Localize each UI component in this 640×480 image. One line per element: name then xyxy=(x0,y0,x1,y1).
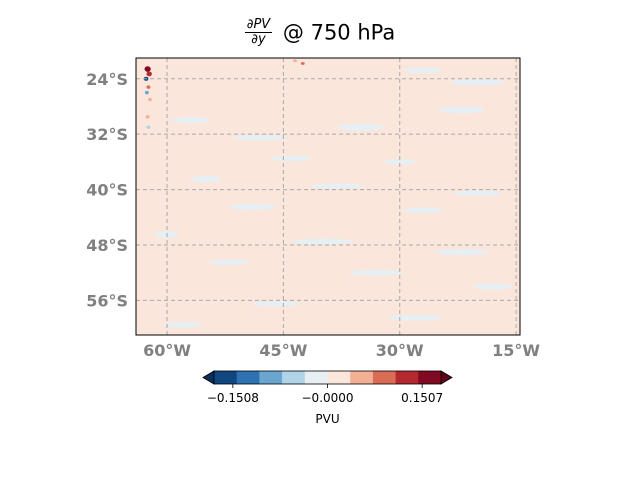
title-numerator: ∂PV xyxy=(244,17,273,33)
contour-patch xyxy=(388,314,443,321)
contour-patch xyxy=(293,59,297,63)
contour-patch xyxy=(310,183,365,189)
lon-tick-label: 30°W xyxy=(376,341,424,360)
contour-patch xyxy=(434,248,489,256)
contour-patch xyxy=(252,301,299,307)
contour-patch xyxy=(232,134,288,141)
colorbar-swatch xyxy=(327,371,351,384)
colorbar-tick-label: −0.0000 xyxy=(302,391,354,405)
contour-patch xyxy=(144,90,149,95)
contour-patch xyxy=(229,203,276,211)
contour-patch xyxy=(145,115,150,119)
contour-patch xyxy=(349,269,404,276)
lat-tick-label: 24°S xyxy=(86,70,128,89)
contour-patch xyxy=(300,62,305,65)
lat-tick-label: 40°S xyxy=(86,181,128,200)
contour-patch xyxy=(190,176,222,183)
contour-patch xyxy=(450,79,505,86)
title-suffix: @ 750 hPa xyxy=(282,20,396,45)
colorbar-swatch xyxy=(214,371,237,384)
contour-patch xyxy=(271,155,311,162)
contour-patch xyxy=(163,321,202,328)
map-background xyxy=(136,58,520,335)
colorbar-swatch xyxy=(350,371,374,384)
colorbar-swatch xyxy=(418,371,442,384)
contour-patch xyxy=(403,67,443,74)
colorbar-swatch xyxy=(282,371,306,384)
contour-patch xyxy=(146,85,151,89)
lon-tick-label: 60°W xyxy=(143,341,191,360)
contour-fills xyxy=(143,59,513,328)
contour-patch xyxy=(438,106,486,114)
colorbar-tick-label: 0.1507 xyxy=(401,391,443,405)
title-fraction: ∂PV ∂y xyxy=(244,17,273,47)
colorbar-swatch xyxy=(372,371,396,384)
colorbar-swatch xyxy=(236,371,260,384)
contour-patch xyxy=(146,125,151,129)
contour-patch xyxy=(144,66,151,72)
contour-patch xyxy=(170,117,210,124)
contour-patch xyxy=(337,123,385,131)
contour-patch xyxy=(473,283,513,290)
map-frame xyxy=(135,57,521,336)
contour-patch xyxy=(454,190,501,196)
title-denominator: ∂y xyxy=(251,32,266,47)
lat-tick-label: 32°S xyxy=(86,125,128,144)
contour-patch xyxy=(209,259,249,266)
lat-tick-label: 56°S xyxy=(86,291,128,310)
colorbar: −0.1508 −0.0000 0.1507 PVU xyxy=(202,370,453,426)
colorbar-over-arrow xyxy=(440,370,453,385)
lon-tick-label: 45°W xyxy=(259,341,307,360)
lon-tick-label: 15°W xyxy=(492,341,540,360)
colorbar-swatch xyxy=(304,371,328,384)
contour-patch xyxy=(384,159,416,165)
latitude-labels: 24°S 32°S 40°S 48°S 56°S xyxy=(86,70,128,311)
colorbar-under-arrow xyxy=(202,370,215,385)
colorbar-swatch xyxy=(259,371,283,384)
contour-patch xyxy=(291,238,354,245)
colorbar-label: PVU xyxy=(315,412,339,426)
contour-patch xyxy=(403,207,443,214)
chart-title: ∂PV ∂y @ 750 hPa xyxy=(0,18,640,47)
contour-patch xyxy=(146,71,152,77)
colorbar-tick-label: −0.1508 xyxy=(207,391,259,405)
colorbar-swatch xyxy=(395,371,419,384)
lat-tick-label: 48°S xyxy=(86,236,128,255)
longitude-labels: 60°W 45°W 30°W 15°W xyxy=(143,341,540,360)
gridlines xyxy=(136,58,520,335)
contour-patch xyxy=(148,97,152,102)
